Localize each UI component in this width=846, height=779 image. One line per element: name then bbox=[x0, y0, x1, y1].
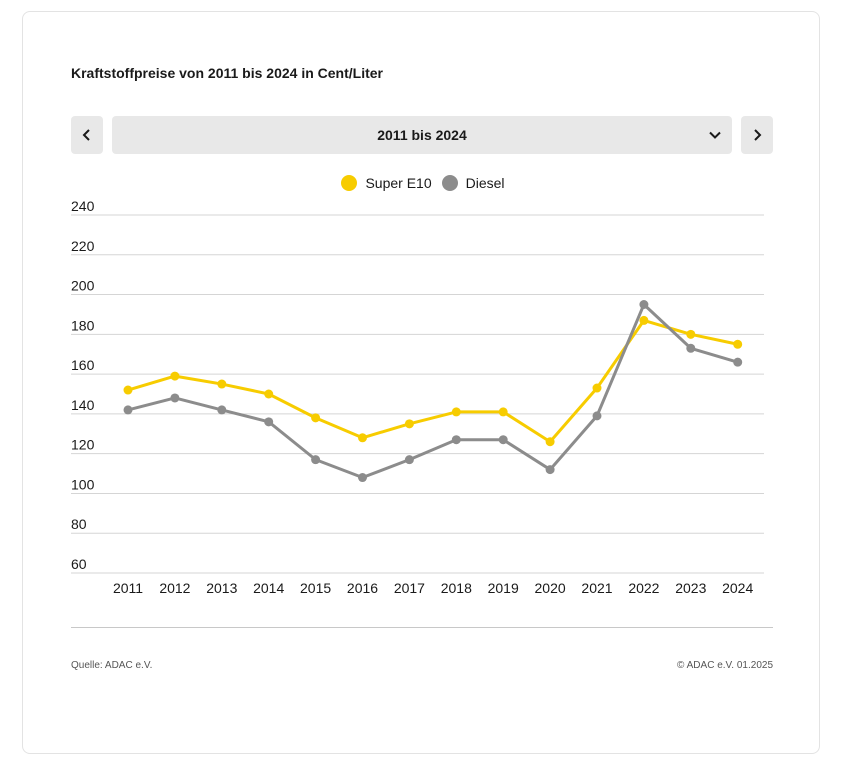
data-point-super-e10 bbox=[498, 407, 508, 417]
data-point-diesel bbox=[451, 435, 461, 445]
y-tick-label: 80 bbox=[71, 516, 87, 532]
data-point-diesel bbox=[545, 465, 555, 475]
x-tick-label: 2017 bbox=[394, 580, 425, 596]
data-point-diesel bbox=[639, 300, 649, 309]
data-point-diesel bbox=[733, 357, 743, 367]
data-point-super-e10 bbox=[686, 329, 696, 339]
y-tick-label: 100 bbox=[71, 476, 95, 492]
x-tick-label: 2022 bbox=[628, 580, 659, 596]
y-tick-label: 160 bbox=[71, 357, 95, 373]
x-tick-label: 2014 bbox=[253, 580, 284, 596]
y-tick-label: 180 bbox=[71, 317, 95, 333]
legend-item-diesel[interactable]: Diesel bbox=[441, 175, 505, 191]
data-point-diesel bbox=[170, 393, 180, 403]
y-tick-label: 220 bbox=[71, 238, 95, 254]
data-point-super-e10 bbox=[311, 413, 321, 423]
data-point-super-e10 bbox=[358, 433, 367, 443]
data-point-super-e10 bbox=[264, 389, 274, 399]
x-tick-label: 2019 bbox=[488, 580, 519, 596]
data-point-diesel bbox=[592, 411, 602, 421]
data-point-diesel bbox=[404, 455, 414, 465]
legend-item-super-e10[interactable]: Super E10 bbox=[341, 175, 432, 191]
y-tick-label: 120 bbox=[71, 437, 95, 453]
data-point-diesel bbox=[311, 455, 321, 465]
y-tick-label: 240 bbox=[71, 198, 95, 214]
chevron-right-icon bbox=[754, 129, 762, 141]
x-tick-label: 2023 bbox=[675, 580, 706, 596]
y-tick-label: 200 bbox=[71, 278, 95, 294]
legend-marker-super-e10 bbox=[341, 175, 358, 191]
data-point-diesel bbox=[358, 473, 367, 483]
chart-legend: Super E10 Diesel bbox=[0, 175, 846, 191]
data-point-super-e10 bbox=[404, 419, 414, 429]
data-point-super-e10 bbox=[123, 385, 133, 395]
legend-marker-diesel bbox=[441, 175, 458, 191]
chart-title: Kraftstoffpreise von 2011 bis 2024 in Ce… bbox=[71, 65, 383, 81]
data-point-diesel bbox=[264, 417, 274, 427]
x-tick-label: 2013 bbox=[206, 580, 237, 596]
series-line-super-e10 bbox=[126, 318, 740, 444]
line-chart: 60 80 100 120 140 160 180 200 220 240 2011 2012 2013… bbox=[71, 198, 764, 596]
previous-button[interactable] bbox=[71, 116, 103, 154]
chevron-left-icon bbox=[82, 129, 90, 141]
source-note: Quelle: ADAC e.V. bbox=[71, 660, 153, 671]
next-button[interactable] bbox=[741, 116, 773, 154]
x-tick-label: 2011 bbox=[113, 580, 143, 596]
data-point-super-e10 bbox=[639, 315, 649, 325]
data-point-super-e10 bbox=[451, 407, 461, 417]
data-point-super-e10 bbox=[592, 383, 602, 393]
data-point-diesel bbox=[123, 405, 133, 415]
period-select[interactable]: 2011 bis 2024 bbox=[112, 116, 732, 154]
data-point-super-e10 bbox=[217, 379, 227, 389]
data-point-super-e10 bbox=[733, 339, 743, 349]
series-line-diesel bbox=[126, 303, 740, 480]
data-point-diesel bbox=[217, 405, 227, 415]
footer-divider bbox=[71, 627, 773, 628]
y-tick-label: 140 bbox=[71, 397, 95, 413]
x-tick-label: 2018 bbox=[441, 580, 472, 596]
data-point-super-e10 bbox=[170, 371, 180, 381]
period-select-value: 2011 bis 2024 bbox=[377, 127, 467, 143]
chevron-down-icon bbox=[709, 131, 721, 139]
data-point-diesel bbox=[498, 435, 508, 445]
data-point-super-e10 bbox=[545, 437, 555, 447]
x-tick-label: 2020 bbox=[535, 580, 566, 596]
copyright-note: © ADAC e.V. 01.2025 bbox=[677, 660, 773, 671]
y-tick-label: 60 bbox=[71, 556, 87, 572]
x-tick-label: 2021 bbox=[581, 580, 612, 596]
x-tick-label: 2015 bbox=[300, 580, 331, 596]
x-tick-label: 2024 bbox=[722, 580, 753, 596]
data-point-diesel bbox=[686, 343, 696, 353]
x-tick-label: 2016 bbox=[347, 580, 378, 596]
x-tick-label: 2012 bbox=[159, 580, 190, 596]
legend-label-diesel: Diesel bbox=[465, 175, 505, 191]
legend-label-super-e10: Super E10 bbox=[365, 175, 432, 191]
